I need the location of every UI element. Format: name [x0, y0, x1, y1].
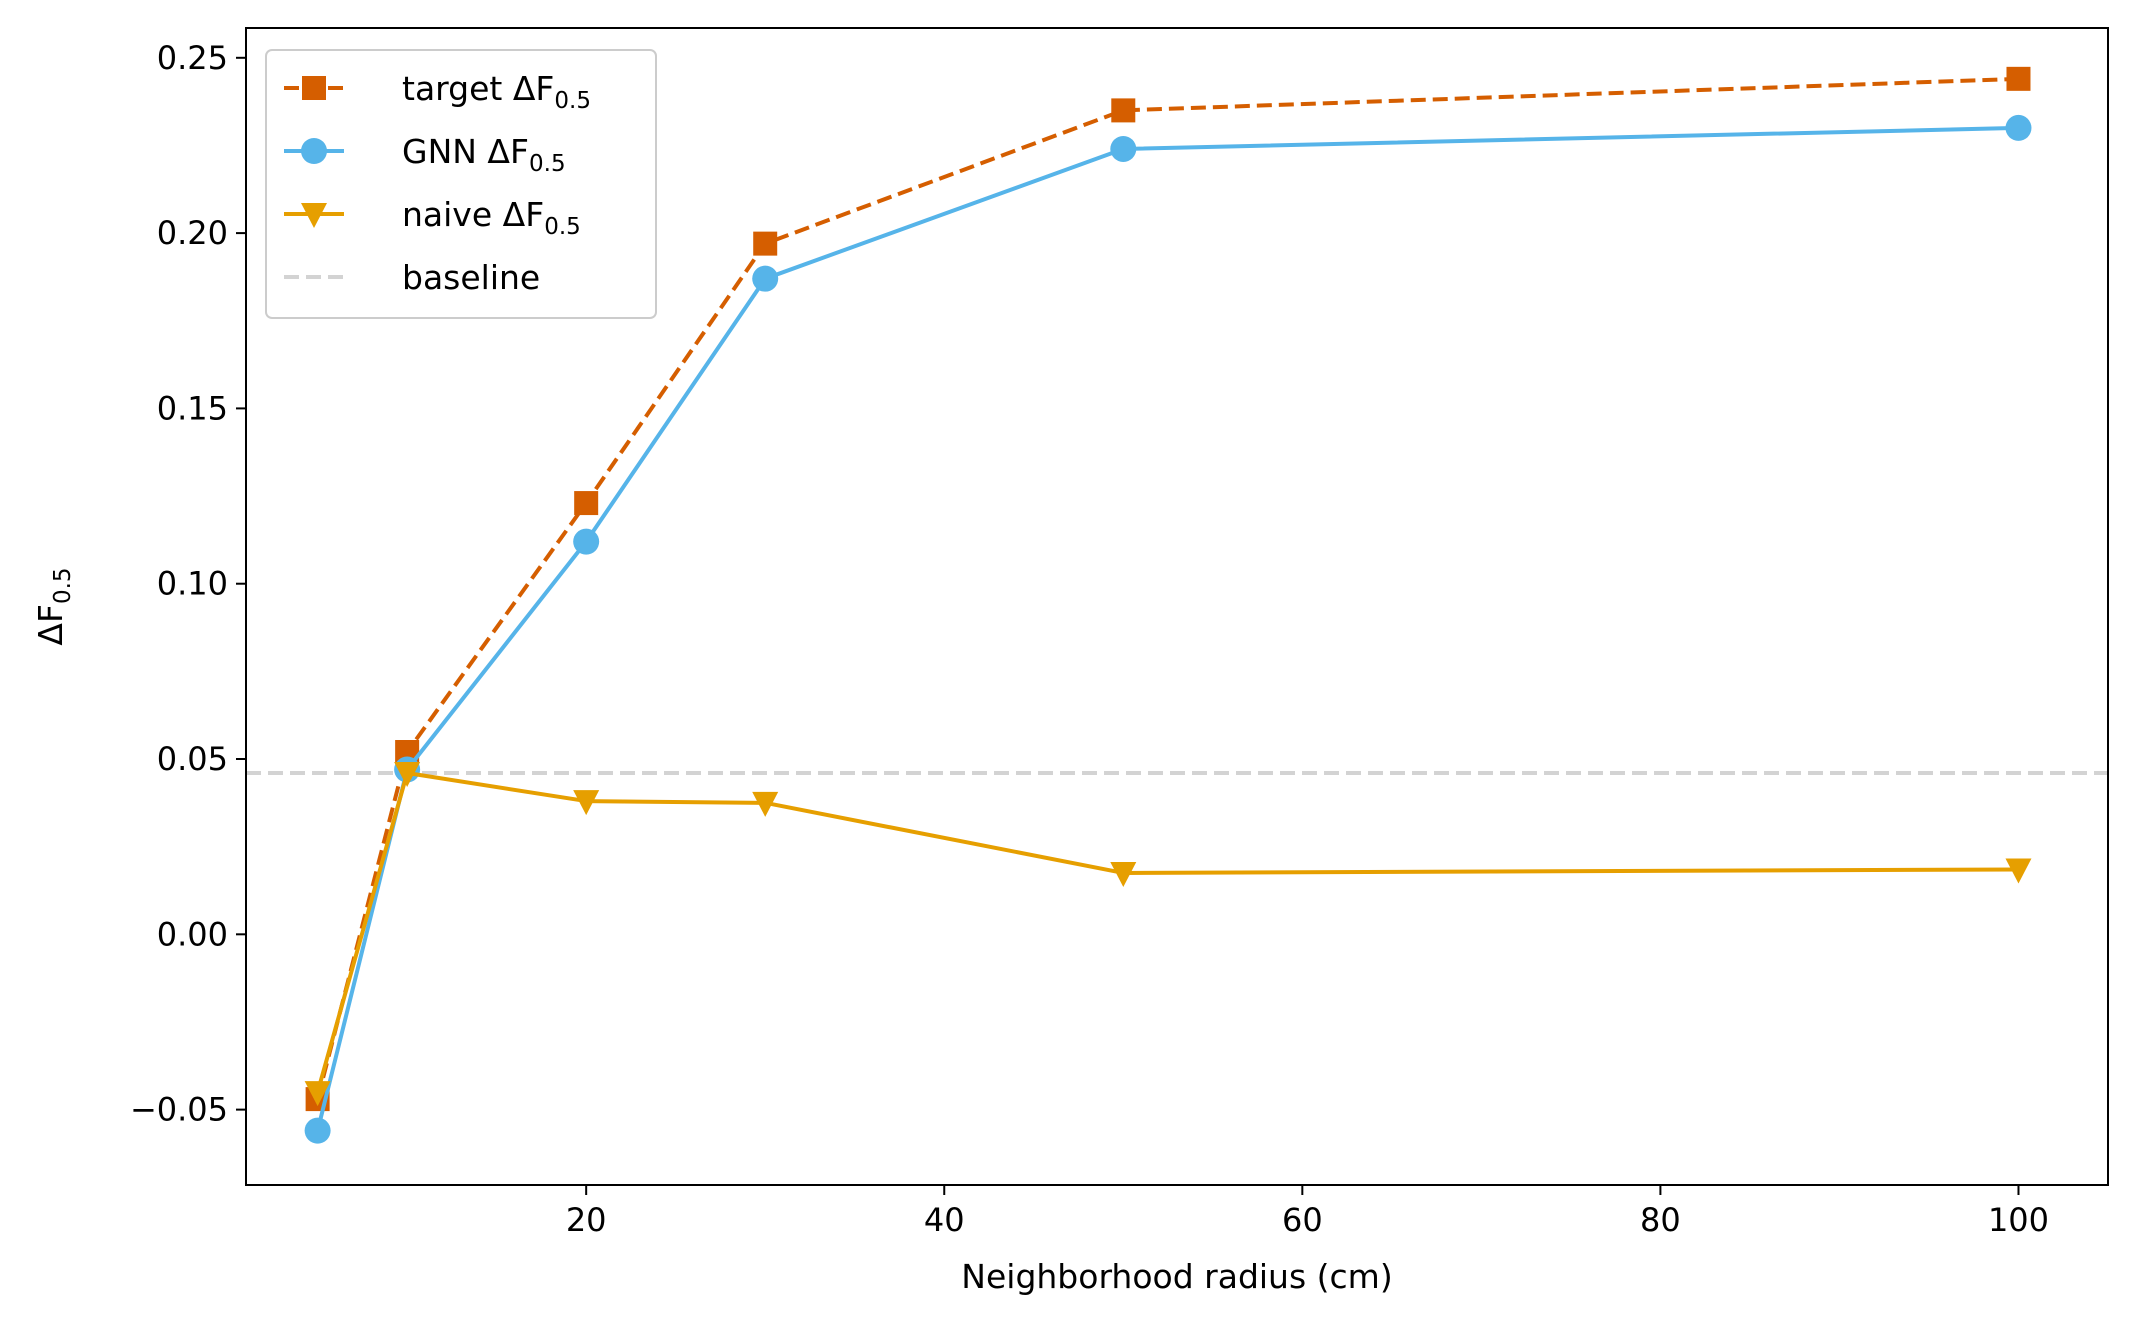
data-point — [752, 265, 779, 292]
legend-label: target ΔF0.5 — [402, 69, 591, 114]
x-axis-label: Neighborhood radius (cm) — [961, 1257, 1392, 1296]
series-line — [315, 76, 2019, 1100]
y-tick-label: 0.25 — [157, 39, 228, 77]
data-point — [574, 491, 599, 516]
data-point — [573, 790, 600, 816]
y-tick-label: 0.20 — [157, 214, 228, 252]
legend-box — [265, 49, 657, 319]
x-tick-label: 40 — [924, 1201, 965, 1239]
legend-entry: naive ΔF0.5 — [284, 195, 581, 240]
legend-label: naive ΔF0.5 — [402, 195, 581, 240]
legend-label: GNN ΔF0.5 — [402, 132, 566, 177]
legend-marker — [301, 138, 327, 164]
legend-label-text: baseline — [402, 258, 540, 297]
y-tick-label: 0.10 — [157, 565, 228, 603]
y-tick-label: 0.00 — [157, 915, 228, 953]
series-triangle-down — [304, 762, 2032, 1107]
y-axis-label: ΔF0.5 — [31, 567, 76, 645]
data-point — [573, 528, 600, 555]
legend-label-text: naive ΔF — [402, 195, 544, 234]
data-point — [753, 231, 778, 256]
data-point — [304, 1081, 331, 1107]
legend-label-text: GNN ΔF — [402, 132, 529, 171]
y-axis-label-base: ΔF — [31, 604, 70, 646]
plot-frame — [245, 27, 2109, 1186]
data-point — [1111, 98, 1136, 123]
data-point — [1110, 135, 1137, 162]
data-point — [1110, 861, 1137, 887]
data-point — [2005, 114, 2032, 141]
x-tick-label: 60 — [1282, 1201, 1323, 1239]
series-square — [305, 66, 2031, 1112]
legend-marker — [302, 76, 326, 100]
x-tick-label: 80 — [1640, 1201, 1681, 1239]
data-point — [2006, 66, 2031, 91]
y-tick-label: 0.05 — [157, 740, 228, 778]
y-axis: −0.05 0.00 0.05 0.10 0.15 0.20 0.25 — [130, 39, 246, 1129]
data-point — [394, 762, 421, 788]
y-tick-label: 0.15 — [157, 389, 228, 427]
legend-label-text: target ΔF — [402, 69, 554, 108]
y-axis-label-subscript: 0.5 — [50, 567, 76, 604]
legend-label-subscript: 0.5 — [554, 88, 591, 114]
data-point — [304, 1117, 331, 1144]
data-point — [752, 791, 779, 817]
legend-entry: GNN ΔF0.5 — [284, 132, 566, 177]
x-axis: 20 40 60 80 100 — [566, 1185, 2049, 1239]
legend-label-subscript: 0.5 — [529, 151, 566, 177]
series-layer — [304, 66, 2032, 1144]
data-point — [2005, 858, 2032, 884]
x-tick-label: 20 — [566, 1201, 607, 1239]
legend-entry: baseline — [284, 258, 540, 297]
x-tick-label: 100 — [1988, 1201, 2049, 1239]
series-line — [315, 771, 2019, 1093]
legend-entry: target ΔF0.5 — [284, 69, 591, 114]
y-tick-label: −0.05 — [130, 1091, 228, 1129]
legend-label-subscript: 0.5 — [544, 214, 581, 240]
legend-label: baseline — [402, 258, 540, 297]
legend-marker — [301, 203, 327, 228]
